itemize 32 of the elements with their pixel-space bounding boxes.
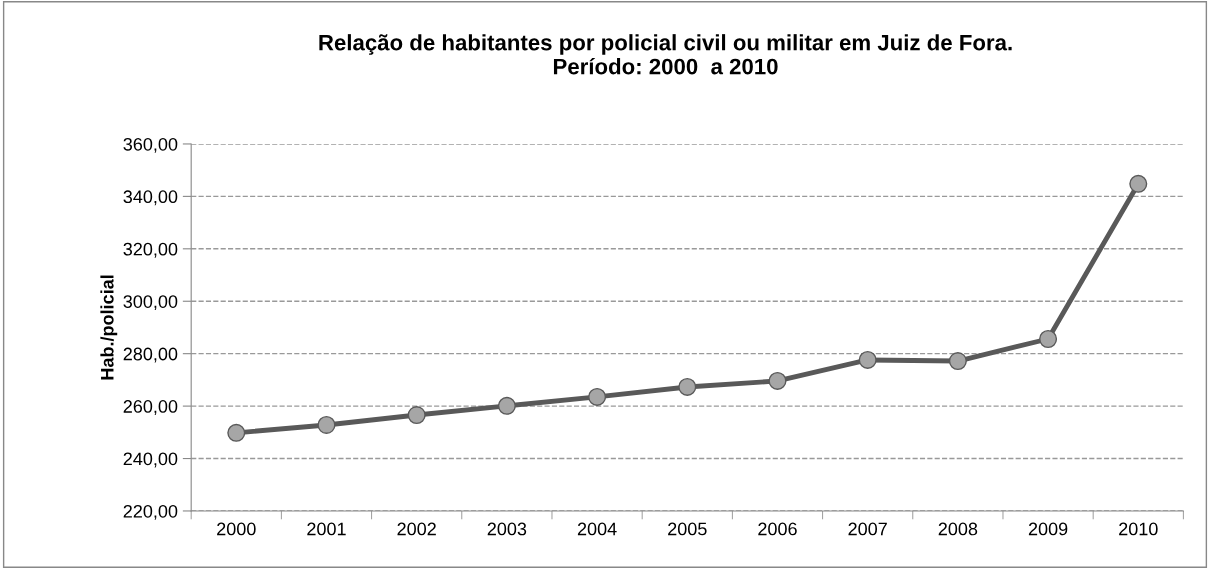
y-tick-label: 280,00 — [123, 347, 178, 363]
point — [768, 371, 787, 390]
point — [858, 350, 877, 369]
point — [588, 387, 607, 406]
y-tick-label: 360,00 — [123, 137, 178, 153]
x-tick-label: 2008 — [938, 522, 978, 536]
y-tick-label: 340,00 — [123, 190, 178, 206]
point — [1129, 174, 1148, 193]
y-tick-label: 240,00 — [123, 452, 178, 468]
x-tick-label: 2009 — [1028, 522, 1068, 536]
point — [497, 396, 516, 415]
y-tick-label: 220,00 — [123, 504, 178, 520]
point — [407, 405, 426, 425]
y-axis-title: Hab./policial — [100, 275, 118, 380]
y-tick-label: 300,00 — [123, 295, 178, 311]
x-tick-label: 2003 — [487, 522, 527, 536]
y-tick-label: 320,00 — [123, 242, 178, 258]
x-tick-label: 2000 — [217, 522, 256, 536]
x-tick-label: 2002 — [397, 522, 436, 536]
x-tick-label: 2006 — [758, 522, 797, 536]
x-tick-label: 2010 — [1119, 522, 1158, 536]
x-tick-label: 2005 — [668, 522, 707, 536]
y-tick-label: 260,00 — [123, 400, 178, 415]
point — [1039, 329, 1058, 349]
point — [317, 415, 336, 435]
x-tick-label: 2004 — [577, 522, 617, 536]
point — [948, 351, 967, 371]
point — [678, 377, 697, 396]
x-tick-label: 2001 — [307, 522, 346, 536]
chart-title: Relação de habitantes por policial civil ou militar em Juiz de Fora. Período: 2000 a 2010 — [319, 34, 1012, 75]
point — [227, 423, 246, 442]
x-tick-label: 2007 — [848, 522, 887, 536]
